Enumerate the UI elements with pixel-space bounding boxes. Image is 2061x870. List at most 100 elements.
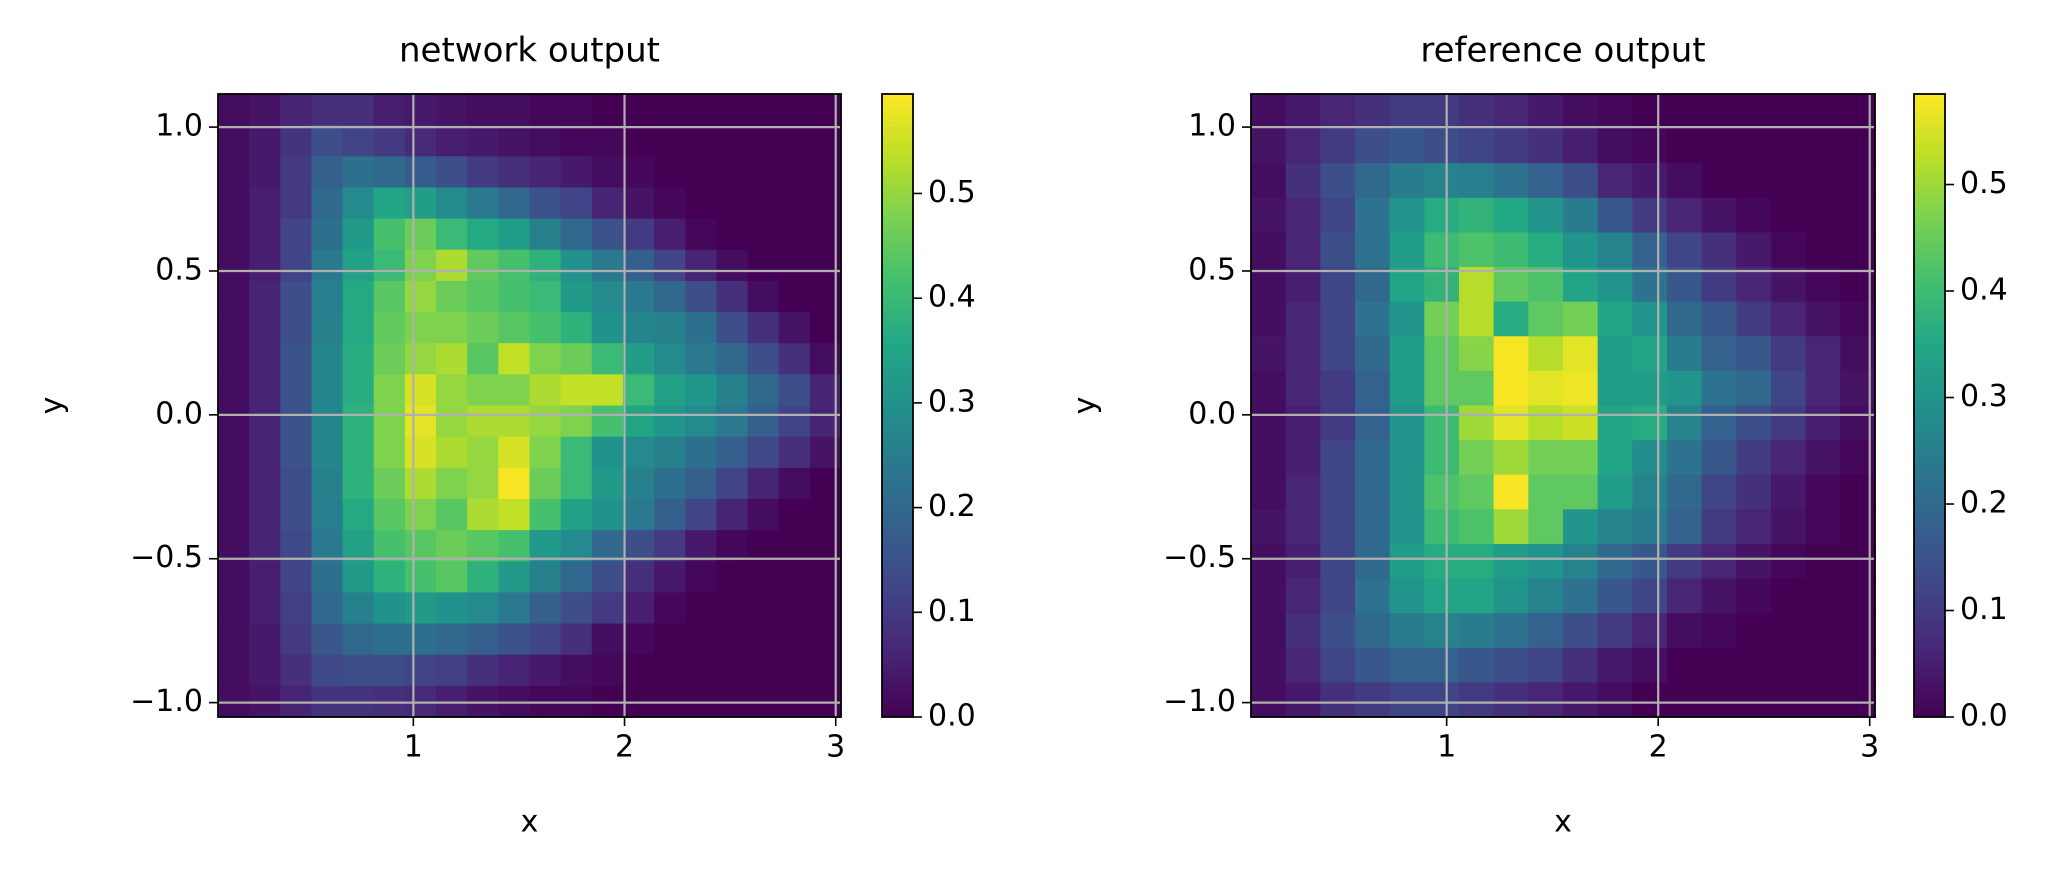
heatmap-cell — [249, 374, 281, 407]
heatmap-cell — [249, 125, 281, 157]
heatmap-cell — [1563, 336, 1599, 372]
heatmap-cell — [1424, 543, 1460, 580]
heatmap-cell — [1459, 336, 1495, 372]
heatmap-cell — [654, 343, 686, 375]
heatmap-cell — [622, 312, 655, 344]
heatmap-cell — [342, 530, 375, 562]
heatmap-cell — [529, 592, 562, 625]
heatmap-cell — [1424, 301, 1460, 337]
y-tick-label: −1.0 — [1163, 684, 1236, 719]
heatmap-cell — [622, 592, 655, 625]
heatmap-cell — [1355, 197, 1391, 234]
heatmap-cell — [218, 187, 250, 220]
y-tick-label: 0.0 — [1188, 396, 1236, 431]
heatmap-cell — [280, 530, 313, 562]
y-axis-label: y — [1068, 397, 1103, 415]
heatmap-cell — [467, 436, 499, 469]
heatmap-cell — [591, 467, 624, 500]
heatmap-cell — [1701, 336, 1737, 372]
x-tick-label: 2 — [615, 730, 634, 765]
heatmap-cell — [685, 312, 717, 344]
heatmap-cell — [1805, 474, 1841, 510]
heatmap-cell — [747, 156, 780, 189]
heatmap-cell — [1597, 578, 1633, 614]
heatmap-cell — [218, 94, 250, 126]
heatmap-cell — [1667, 128, 1703, 164]
heatmap-cell — [1667, 613, 1703, 649]
heatmap-cell — [1632, 405, 1668, 441]
heatmap-cell — [747, 623, 780, 656]
heatmap-cell — [1667, 94, 1703, 130]
heatmap-cell — [529, 187, 562, 220]
heatmap-cell — [1667, 232, 1703, 268]
heatmap-cell — [716, 530, 749, 562]
heatmap-cell — [1632, 578, 1668, 614]
heatmap-cell — [685, 280, 717, 313]
heatmap-cell — [1667, 578, 1703, 614]
heatmap-cell — [1771, 267, 1807, 303]
heatmap-cell — [560, 343, 593, 375]
heatmap-cell — [1285, 267, 1321, 303]
heatmap-cell — [404, 498, 437, 531]
heatmap-cell — [1528, 440, 1564, 476]
heatmap-cell — [1736, 440, 1772, 476]
heatmap-cell — [1736, 163, 1772, 199]
heatmap-cell — [622, 405, 655, 438]
heatmap-cell — [1771, 336, 1807, 372]
colorbar-tick-label: 0.0 — [928, 699, 976, 734]
heatmap-cell — [467, 498, 499, 531]
heatmap-cell — [1667, 647, 1703, 683]
heatmap-cell — [1771, 370, 1807, 407]
heatmap-cell — [498, 436, 531, 469]
heatmap-cell — [342, 94, 375, 126]
heatmap-cell — [1285, 682, 1321, 718]
heatmap-cell — [1736, 474, 1772, 510]
heatmap-cell — [404, 125, 437, 157]
heatmap-cell — [1320, 94, 1356, 130]
heatmap-cell — [404, 436, 437, 469]
colorbar — [881, 93, 914, 718]
heatmap-cell — [342, 125, 375, 157]
heatmap-cell — [342, 592, 375, 625]
heatmap-cell — [280, 374, 313, 407]
heatmap-cell — [1459, 509, 1495, 545]
heatmap-cell — [249, 156, 281, 189]
heatmap-cell — [467, 218, 499, 251]
heatmap-cell — [280, 623, 313, 656]
heatmap-cell — [1355, 405, 1391, 441]
heatmap-cell — [373, 218, 406, 251]
heatmap-cell — [280, 280, 313, 313]
heatmap-cell — [1701, 578, 1737, 614]
heatmap-cell — [1736, 370, 1772, 407]
heatmap-cell — [1285, 543, 1321, 580]
heatmap-cell — [529, 156, 562, 189]
heatmap-cell — [591, 530, 624, 562]
heatmap-cell — [591, 312, 624, 344]
heatmap-cell — [373, 654, 406, 687]
heatmap-cell — [1355, 370, 1391, 407]
heatmap-cell — [436, 187, 468, 220]
heatmap-cell — [716, 343, 749, 375]
heatmap-cell — [498, 343, 531, 375]
heatmap-cell — [404, 654, 437, 687]
heatmap-cell — [778, 405, 811, 438]
heatmap-cell — [778, 94, 811, 126]
heatmap-cell — [1736, 336, 1772, 372]
x-tick-label: 3 — [826, 730, 845, 765]
heatmap-cell — [311, 374, 344, 407]
heatmap-cell — [311, 405, 344, 438]
heatmap-cell — [1320, 613, 1356, 649]
heatmap-cell — [1285, 163, 1321, 199]
heatmap-cell — [1736, 197, 1772, 234]
heatmap-cell — [249, 592, 281, 625]
heatmap-cell — [591, 592, 624, 625]
heatmap-cell — [467, 467, 499, 500]
heatmap-cell — [622, 94, 655, 126]
heatmap-cell — [436, 467, 468, 500]
heatmap-cell — [1320, 440, 1356, 476]
heatmap-cell — [1528, 474, 1564, 510]
heatmap-cell — [591, 280, 624, 313]
heatmap-cell — [1528, 301, 1564, 337]
colorbar — [1913, 93, 1946, 718]
heatmap-cell — [342, 218, 375, 251]
